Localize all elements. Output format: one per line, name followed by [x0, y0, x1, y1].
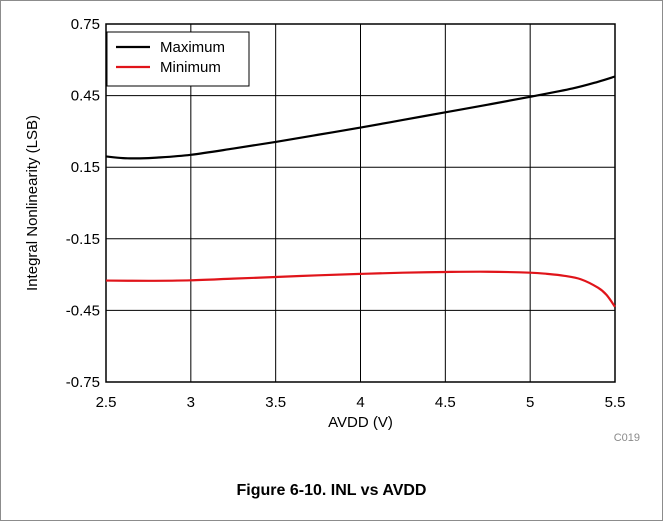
series-line-maximum [105, 75, 616, 160]
x-tick-label: 3.5 [265, 394, 286, 411]
figure-caption: Figure 6-10. INL vs AVDD [236, 482, 427, 499]
y-tick-label: 0.15 [71, 159, 100, 176]
x-tick-label: 4 [356, 394, 364, 411]
plot-area [105, 23, 616, 383]
y-tick-label: 0.45 [71, 88, 100, 105]
y-tick-label: 0.75 [71, 16, 100, 33]
x-axis-label: AVDD (V) [328, 414, 393, 431]
series-line-minimum [105, 270, 616, 308]
x-tick-label: 2.5 [96, 394, 117, 411]
legend: Maximum Minimum [106, 31, 250, 87]
legend-label-minimum: Minimum [160, 59, 221, 76]
x-tick-label: 3 [187, 394, 195, 411]
tick-labels: 2.5 3 3.5 4 4.5 5 5.5 -0.75 -0.45 -0.15 0.15 0.45 0.… [66, 16, 626, 411]
legend-box [106, 31, 250, 87]
legend-label-maximum: Maximum [160, 39, 225, 56]
x-tick-label: 5.5 [605, 394, 626, 411]
y-tick-label: -0.15 [66, 231, 100, 248]
series-lines [105, 75, 616, 308]
y-tick-label: -0.45 [66, 302, 100, 319]
y-axis-label: Integral Nonlinearity (LSB) [24, 115, 41, 291]
y-tick-label: -0.75 [66, 374, 100, 391]
figure-code: C019 [614, 432, 640, 444]
x-tick-label: 5 [526, 394, 534, 411]
x-tick-label: 4.5 [435, 394, 456, 411]
